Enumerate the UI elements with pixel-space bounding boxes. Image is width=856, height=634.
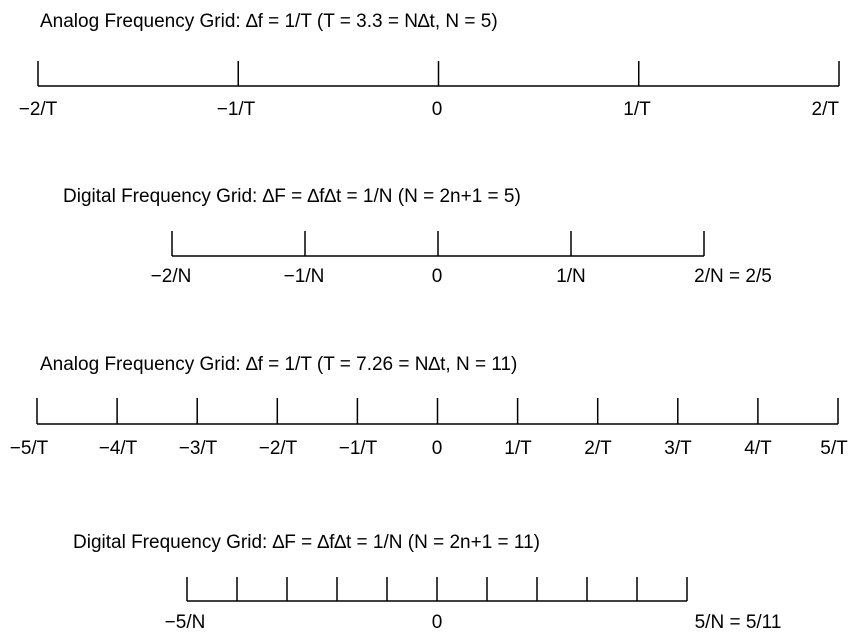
frequency-grid-2: Digital Frequency Grid: ∆F = ∆f∆t = 1/N …	[63, 186, 772, 287]
tick-label: −2/T	[259, 438, 298, 459]
tick-label: −3/T	[179, 438, 218, 459]
frequency-grid-3: Analog Frequency Grid: ∆f = 1/T (T = 7.2…	[10, 354, 848, 459]
tick-label: 0	[432, 612, 443, 633]
tick-label: −4/T	[99, 438, 138, 459]
tick-label: −5/N	[165, 612, 206, 633]
tick-label: −5/T	[10, 438, 49, 459]
tick-label: −1/T	[217, 99, 256, 120]
tick-label: 2/N = 2/5	[694, 266, 772, 287]
tick-label: 0	[432, 438, 443, 459]
tick-label: 3/T	[664, 438, 692, 459]
tick-label: 2/T	[812, 99, 840, 120]
tick-label: 2/T	[584, 438, 612, 459]
tick-label: −2/N	[151, 266, 192, 287]
frequency-grid-1: Analog Frequency Grid: ∆f = 1/T (T = 3.3…	[19, 11, 840, 120]
tick-label: 1/T	[504, 438, 532, 459]
tick-label: 1/N	[556, 266, 586, 287]
tick-label: 5/N = 5/11	[695, 612, 782, 633]
tick-label: 1/T	[623, 99, 651, 120]
tick-label: −1/N	[284, 266, 325, 287]
frequency-grid-4: Digital Frequency Grid: ∆F = ∆f∆t = 1/N …	[73, 532, 781, 633]
tick-label: 4/T	[744, 438, 772, 459]
tick-label: 5/T	[820, 438, 848, 459]
grid-title: Digital Frequency Grid: ∆F = ∆f∆t = 1/N …	[73, 532, 540, 553]
grid-title: Digital Frequency Grid: ∆F = ∆f∆t = 1/N …	[63, 186, 521, 207]
tick-label: −2/T	[19, 99, 58, 120]
tick-label: 0	[432, 266, 443, 287]
grid-title: Analog Frequency Grid: ∆f = 1/T (T = 3.3…	[40, 11, 498, 32]
tick-label: 0	[432, 99, 443, 120]
tick-label: −1/T	[339, 438, 378, 459]
grid-title: Analog Frequency Grid: ∆f = 1/T (T = 7.2…	[40, 354, 517, 375]
